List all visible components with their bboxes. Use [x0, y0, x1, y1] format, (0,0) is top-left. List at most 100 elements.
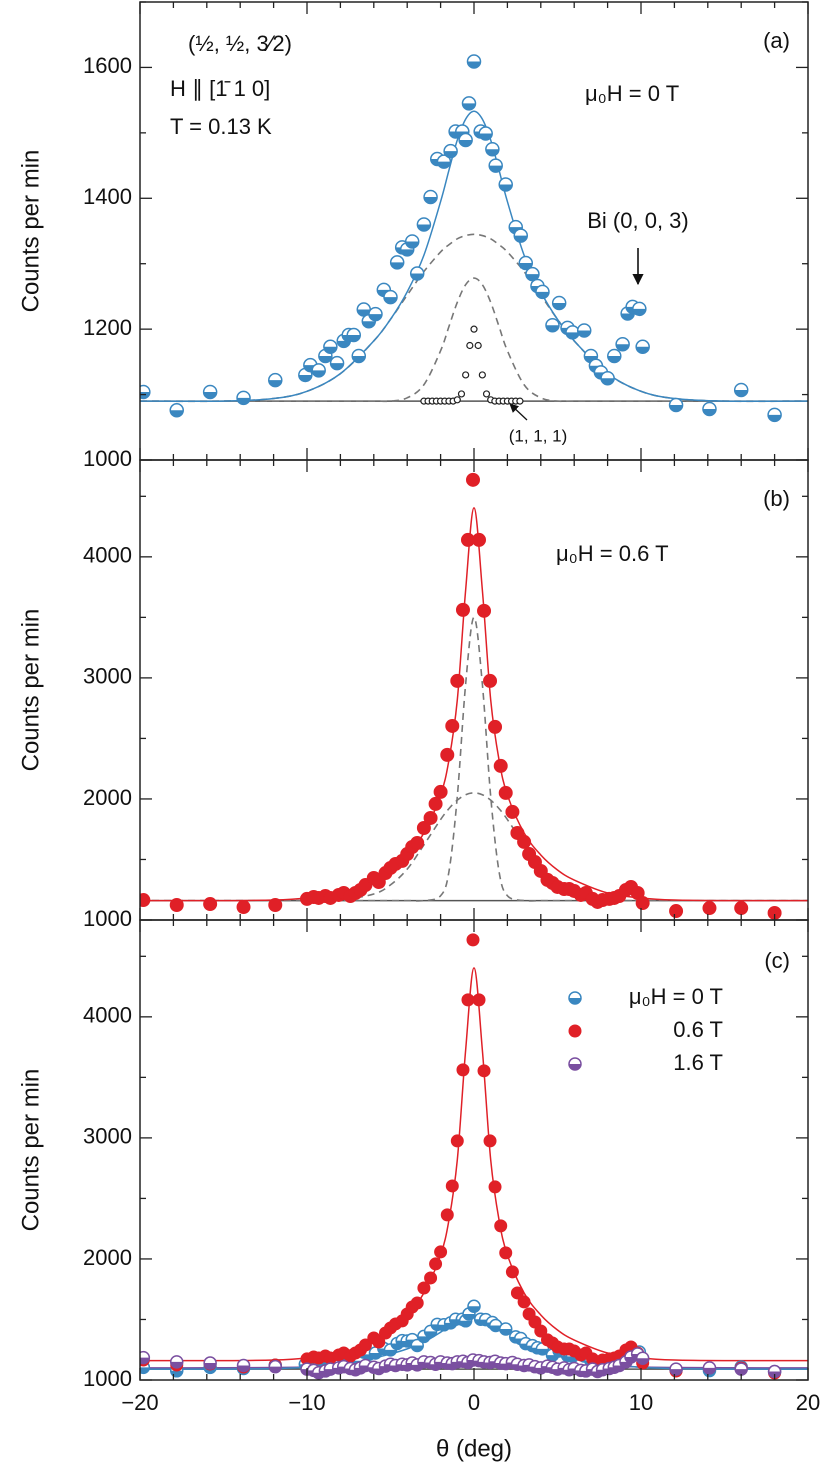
data-point [528, 1315, 542, 1329]
legend-label: μ₀H = 0 T [629, 984, 723, 1009]
data-point [456, 1063, 470, 1077]
data-point [545, 317, 560, 333]
marker-fill [569, 1064, 581, 1070]
marker-fill [268, 380, 282, 387]
annotation: (c) [764, 948, 790, 973]
y-axis-label: Counts per min [17, 609, 44, 772]
data-point [483, 1134, 497, 1148]
marker-fill [170, 410, 184, 417]
marker-fill [462, 103, 476, 110]
marker-fill [298, 374, 312, 382]
data-point [236, 1358, 251, 1373]
x-tick-label: −20 [121, 1390, 158, 1415]
data-point [517, 1295, 531, 1309]
data-point [268, 897, 283, 912]
data-point [607, 348, 622, 364]
y-tick-label: 4000 [83, 1003, 132, 1028]
marker-body [499, 1246, 513, 1260]
marker-body [140, 893, 151, 908]
marker-body [483, 673, 498, 688]
marker-body [445, 1179, 459, 1193]
data-point [368, 306, 383, 322]
marker-body [472, 532, 487, 547]
marker-body [268, 897, 283, 912]
marker-fill [735, 1369, 748, 1376]
marker-body [462, 371, 470, 379]
marker-fill [337, 340, 351, 348]
plot-area [140, 472, 808, 920]
marker-fill [400, 249, 414, 256]
marker-fill [467, 61, 481, 69]
component-curve [140, 616, 808, 902]
data-point [669, 1362, 683, 1376]
annotation: H ∥ [1̄ 1 0] [170, 76, 270, 101]
annotation: T = 0.13 K [170, 114, 272, 139]
plot-area [140, 54, 808, 423]
marker-body [516, 397, 524, 405]
y-tick-label: 1000 [83, 446, 132, 471]
marker-body [455, 602, 470, 617]
data-point [423, 810, 438, 825]
data-point [169, 1355, 184, 1369]
marker-body [478, 371, 486, 379]
marker-fill [369, 1353, 382, 1360]
data-point [702, 401, 717, 417]
marker-fill [237, 1365, 250, 1372]
marker-body [635, 896, 650, 911]
marker-body [428, 796, 443, 811]
data-point [635, 896, 650, 911]
marker-fill [636, 346, 650, 354]
marker-fill [702, 408, 716, 416]
marker-fill [489, 165, 503, 173]
marker-body [236, 900, 251, 915]
marker-fill [390, 262, 404, 269]
data-point [428, 796, 443, 811]
data-point [455, 602, 470, 617]
marker-body [477, 1064, 491, 1078]
marker-fill [577, 330, 591, 337]
marker-fill [636, 1358, 649, 1365]
legend-label: 1.6 T [673, 1050, 723, 1075]
marker-fill [703, 1367, 716, 1374]
marker-body [534, 1324, 548, 1338]
data-point [488, 158, 503, 173]
marker-fill [410, 273, 424, 281]
data-point [482, 390, 491, 398]
marker-fill [347, 335, 361, 342]
marker-body [517, 834, 532, 849]
marker-fill [437, 161, 451, 169]
marker-body [433, 784, 448, 799]
annotation: (b) [763, 486, 790, 511]
data-point [478, 126, 493, 141]
marker-fill [330, 363, 344, 370]
data-point [505, 1265, 519, 1279]
axes-frame [139, 459, 809, 921]
marker-fill [536, 1348, 549, 1355]
marker-fill [368, 314, 382, 321]
data-point [472, 993, 486, 1007]
data-point [478, 371, 486, 379]
marker-fill [384, 297, 398, 304]
marker-body [568, 1024, 582, 1038]
marker-body [453, 396, 461, 404]
data-point [404, 234, 420, 249]
data-point [169, 403, 184, 418]
marker-fill [362, 321, 376, 328]
y-tick-label: 1000 [83, 906, 132, 931]
data-point [516, 397, 524, 405]
marker-fill [405, 241, 419, 248]
marker-body [440, 1208, 454, 1222]
data-point [236, 900, 251, 915]
marker-body [734, 901, 749, 916]
data-point [534, 1324, 548, 1338]
marker-fill [489, 1325, 502, 1332]
component-curve [140, 277, 808, 403]
x-axis-label: θ (deg) [436, 1435, 512, 1462]
data-point [498, 1322, 513, 1336]
axes-frame [139, 1, 809, 461]
data-point [433, 784, 448, 799]
data-point [510, 1286, 524, 1300]
data-point [517, 834, 532, 849]
marker-fill [734, 389, 748, 397]
marker-fill [514, 235, 528, 243]
